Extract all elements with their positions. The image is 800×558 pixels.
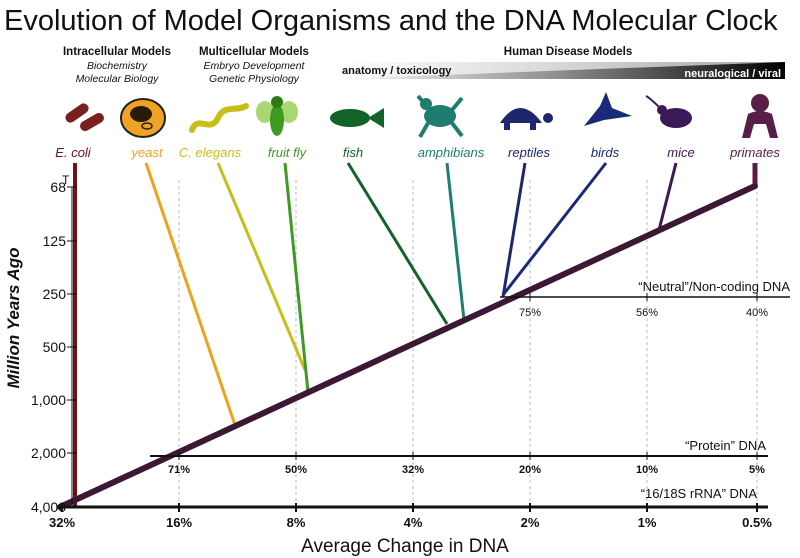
bacteria-icon (65, 103, 104, 131)
organism-label: amphibians (418, 145, 485, 160)
x-tick-label: 16% (166, 515, 192, 530)
x-tick-label: 2% (521, 515, 540, 530)
group-title-human-disease: Human Disease Models (504, 46, 632, 58)
x-tick-label: 8% (287, 515, 306, 530)
x-tick-label: 1% (638, 515, 657, 530)
y-tick-label: 1,000 (31, 392, 66, 408)
protein-scale-label: “Protein” DNA (685, 438, 766, 453)
protein-tick-label: 20% (519, 464, 541, 476)
x-tick-label: 32% (49, 515, 75, 530)
gradient-label-left: anatomy / toxicology (342, 65, 452, 77)
worm-icon (189, 103, 249, 133)
y-axis-break-mark: T (62, 173, 70, 187)
x-axis-title: Average Change in DNA (301, 536, 509, 557)
y-tick-label: 68 (50, 179, 66, 195)
mouse-icon (645, 95, 692, 128)
branch-line (657, 162, 678, 231)
organism-label: mice (667, 145, 694, 160)
branch-line (445, 162, 466, 321)
fly-icon (256, 96, 298, 136)
neutral-scale-label: “Neutral”/Non-coding DNA (638, 279, 790, 294)
group-subtitle-multicellular-2: Genetic Physiology (209, 73, 300, 85)
organism-label: birds (591, 145, 620, 160)
protein-tick-label: 5% (749, 464, 765, 476)
bird-icon (584, 92, 632, 126)
branch-line (501, 162, 527, 298)
yeast-cell-icon (120, 98, 166, 138)
y-tick-label: 250 (43, 286, 67, 302)
y-axis-title: Million Years Ago (4, 247, 23, 388)
group-subtitle-intracellular-2: Molecular Biology (76, 73, 160, 85)
gradient-wedge-dark (337, 62, 785, 79)
organism-label: yeast (130, 145, 163, 160)
y-tick-label: 125 (43, 233, 67, 249)
branch-line (501, 162, 608, 296)
organism-label: fish (343, 145, 363, 160)
branch-line (216, 162, 307, 371)
neutral-tick-label: 40% (746, 307, 768, 319)
grid-lines (178, 180, 758, 507)
neutral-tick-label: 56% (636, 307, 658, 319)
neutral-tick-label: 75% (519, 307, 541, 319)
branch-line (346, 162, 449, 325)
primate-icon (742, 94, 778, 138)
organism-label: C. elegans (179, 145, 242, 160)
organism-label: fruit fly (268, 145, 308, 160)
y-tick-label: 4,000 (31, 499, 66, 515)
turtle-icon (500, 108, 553, 130)
group-subtitle-multicellular-1: Embryo Development (204, 60, 306, 72)
protein-tick-label: 32% (402, 464, 424, 476)
branch-line (283, 162, 310, 393)
page-title: Evolution of Model Organisms and the DNA… (4, 5, 778, 37)
fish-icon (330, 108, 384, 128)
group-subtitle-intracellular-1: Biochemistry (87, 60, 148, 72)
organism-label: E. coli (55, 145, 92, 160)
protein-tick-label: 71% (168, 464, 190, 476)
x-tick-label: 0.5% (742, 515, 772, 530)
y-tick-label: 500 (43, 339, 67, 355)
organism-label: reptiles (508, 145, 550, 160)
group-title-intracellular: Intracellular Models (63, 46, 171, 58)
branch-lines (57, 162, 758, 510)
x-tick-label: 4% (404, 515, 423, 530)
group-title-multicellular: Multicellular Models (199, 46, 309, 58)
rrna-scale-label: “16/18S rRNA” DNA (641, 486, 758, 501)
frog-icon (416, 94, 464, 138)
gradient-label-right: neuralogical / viral (684, 68, 781, 80)
organism-label: primates (729, 145, 780, 160)
main-trunk-line (57, 183, 758, 510)
protein-tick-label: 50% (285, 464, 307, 476)
y-tick-label: 2,000 (31, 445, 66, 461)
branch-line (144, 162, 238, 429)
protein-tick-label: 10% (636, 464, 658, 476)
